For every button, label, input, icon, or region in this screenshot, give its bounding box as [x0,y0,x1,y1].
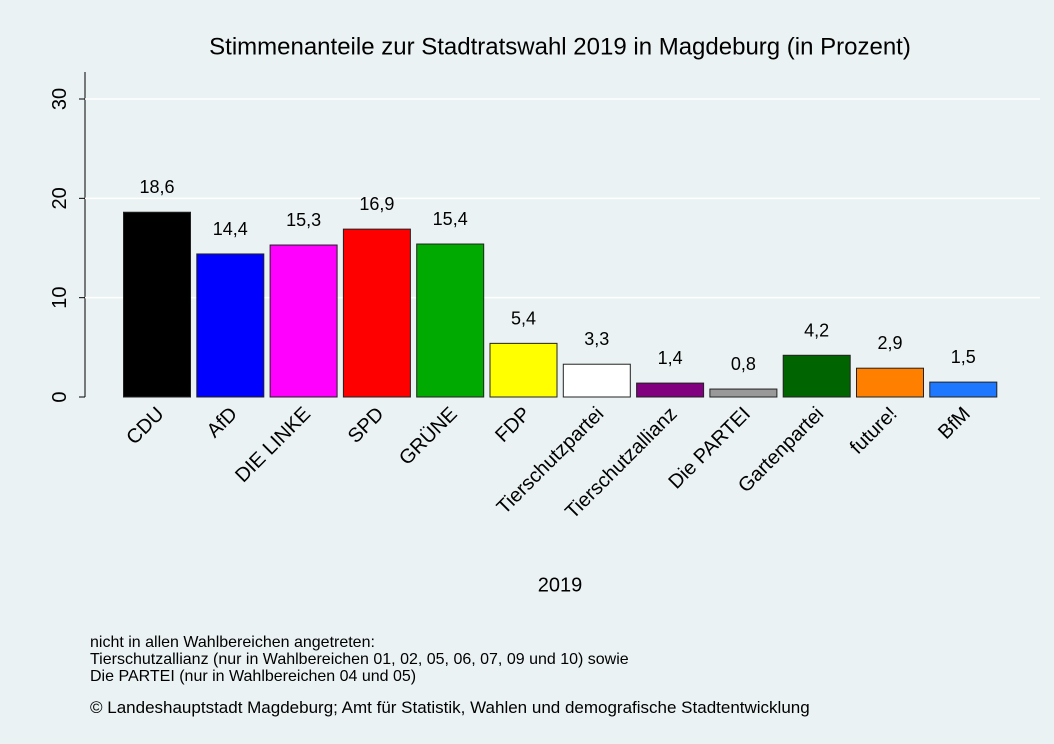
value-label: 0,8 [731,354,756,374]
bar [489,342,558,398]
note: Tierschutzallianz (nur in Wahlbereichen … [90,651,629,668]
bar [123,211,191,398]
x-axis-label: 2019 [538,574,583,596]
value-label: 15,4 [433,209,468,229]
y-tick-label: 30 [49,88,71,110]
y-tick-label: 0 [49,391,71,402]
bar [929,381,998,398]
value-label: 5,4 [511,308,536,328]
value-label: 14,4 [213,219,248,239]
value-label: 3,3 [584,329,609,349]
bar [342,228,411,398]
value-label: 18,6 [139,177,174,197]
bar [416,243,485,398]
y-tick-label: 10 [49,287,71,309]
value-label: 2,9 [877,333,902,353]
bar [782,354,851,398]
y-tick-label: 20 [49,187,71,209]
bar [636,382,705,398]
note: Die PARTEI (nur in Wahlbereichen 04 und … [90,668,416,685]
bar [196,253,265,398]
value-label: 4,2 [804,320,829,340]
value-label: 16,9 [359,194,394,214]
chart-title: Stimmenanteile zur Stadtratswahl 2019 in… [209,33,911,60]
note: nicht in allen Wahlbereichen angetreten: [90,634,375,651]
value-label: 1,4 [658,348,683,368]
bar [856,367,924,398]
bar [269,244,338,398]
value-label: 15,3 [286,210,321,230]
bar [709,388,778,398]
value-label: 1,5 [951,347,976,367]
bar [562,363,631,398]
source: © Landeshauptstadt Magdeburg; Amt für St… [90,698,810,717]
